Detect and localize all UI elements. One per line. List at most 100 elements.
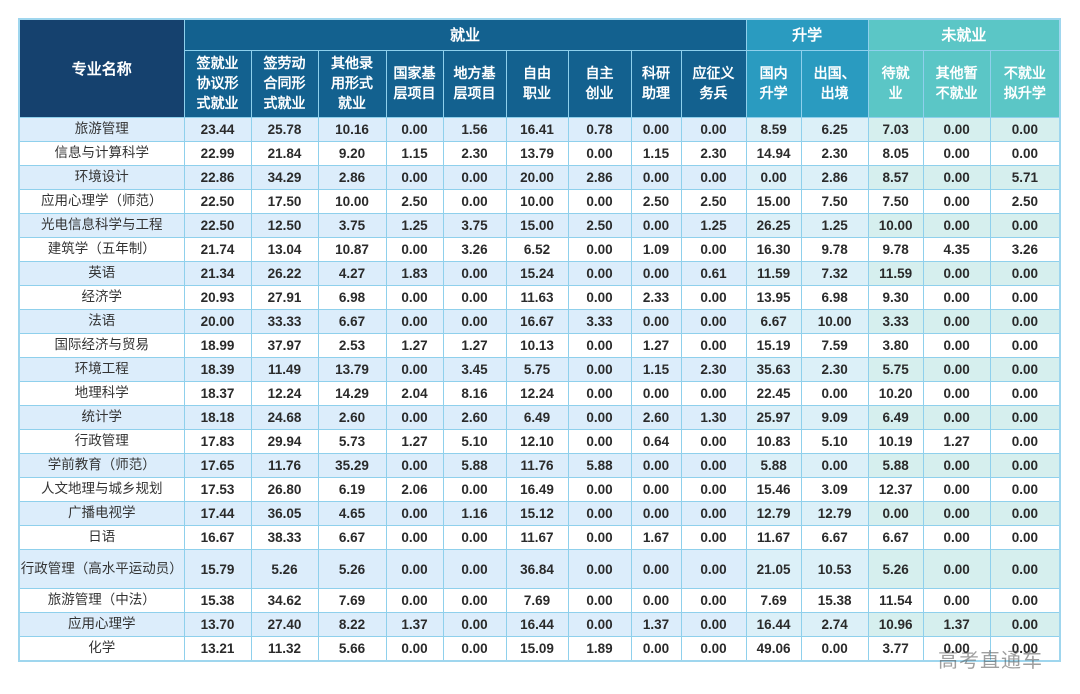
value-cell: 10.00 <box>800 309 869 334</box>
value-cell: 2.86 <box>800 165 869 190</box>
value-cell: 0.00 <box>630 501 682 526</box>
value-cell: 11.63 <box>505 285 569 310</box>
value-cell: 0.00 <box>630 381 682 406</box>
table-row: 行政管理 17.83 29.94 5.73 1.27 5.10 12.10 0.00 0.64 0… <box>18 429 1061 454</box>
value-cell: 11.76 <box>250 453 319 478</box>
value-cell: 5.75 <box>505 357 569 382</box>
value-cell: 3.45 <box>442 357 507 382</box>
value-cell: 6.98 <box>317 285 387 310</box>
value-cell: 16.49 <box>505 477 569 502</box>
value-cell: 13.79 <box>505 141 569 166</box>
value-cell: 0.00 <box>567 429 632 454</box>
column-header: 待就业 <box>867 50 924 118</box>
value-cell: 2.50 <box>385 189 444 214</box>
value-cell: 1.27 <box>630 333 682 358</box>
value-cell: 8.59 <box>745 117 802 142</box>
value-cell: 11.67 <box>505 525 569 550</box>
value-cell: 2.74 <box>800 612 869 637</box>
value-cell: 0.00 <box>385 501 444 526</box>
major-name-cell: 环境设计 <box>18 165 185 190</box>
value-cell: 7.59 <box>800 333 869 358</box>
value-cell: 16.30 <box>745 237 802 262</box>
value-cell: 0.00 <box>989 357 1061 382</box>
value-cell: 1.27 <box>922 429 991 454</box>
major-name-cell: 应用心理学（师范） <box>18 189 185 214</box>
value-cell: 0.00 <box>442 612 507 637</box>
value-cell: 0.00 <box>567 261 632 286</box>
table-row: 应用心理学 13.70 27.40 8.22 1.37 0.00 16.44 0.00 1.37… <box>18 612 1061 637</box>
value-cell: 0.00 <box>567 405 632 430</box>
value-cell: 26.80 <box>250 477 319 502</box>
value-cell: 22.45 <box>745 381 802 406</box>
value-cell: 2.04 <box>385 381 444 406</box>
value-cell: 17.44 <box>183 501 252 526</box>
value-cell: 37.97 <box>250 333 319 358</box>
value-cell: 8.22 <box>317 612 387 637</box>
value-cell: 10.16 <box>317 117 387 142</box>
value-cell: 22.99 <box>183 141 252 166</box>
value-cell: 0.00 <box>567 501 632 526</box>
group-header-unemployed: 未就业 <box>867 18 1061 51</box>
value-cell: 0.00 <box>922 525 991 550</box>
value-cell: 6.67 <box>867 525 924 550</box>
value-cell: 0.00 <box>922 381 991 406</box>
value-cell: 6.67 <box>317 309 387 334</box>
value-cell: 24.68 <box>250 405 319 430</box>
value-cell: 4.65 <box>317 501 387 526</box>
table-row: 地理科学 18.37 12.24 14.29 2.04 8.16 12.24 0.00 0.00… <box>18 381 1061 406</box>
value-cell: 0.00 <box>680 612 747 637</box>
employment-statistics-table: 专业名称 就业 升学 未就业 签就业 协议形 式就业 签劳动 合同形 式就业 其他录 用形… <box>18 18 1062 662</box>
value-cell: 0.00 <box>680 588 747 613</box>
value-cell: 9.78 <box>800 237 869 262</box>
value-cell: 5.26 <box>250 549 319 589</box>
value-cell: 0.00 <box>989 117 1061 142</box>
value-cell: 0.00 <box>680 549 747 589</box>
column-header: 国家基 层项目 <box>385 50 444 118</box>
value-cell: 0.00 <box>630 588 682 613</box>
value-cell: 0.78 <box>567 117 632 142</box>
major-name-cell: 经济学 <box>18 285 185 310</box>
value-cell: 21.34 <box>183 261 252 286</box>
major-name-cell: 光电信息科学与工程 <box>18 213 185 238</box>
value-cell: 26.25 <box>745 213 802 238</box>
value-cell: 15.09 <box>505 636 569 662</box>
value-cell: 11.59 <box>745 261 802 286</box>
value-cell: 16.41 <box>505 117 569 142</box>
value-cell: 21.05 <box>745 549 802 589</box>
major-name-cell: 信息与计算科学 <box>18 141 185 166</box>
value-cell: 0.00 <box>989 213 1061 238</box>
value-cell: 0.00 <box>567 333 632 358</box>
column-header: 应征义 务兵 <box>680 50 747 118</box>
value-cell: 9.09 <box>800 405 869 430</box>
value-cell: 5.10 <box>442 429 507 454</box>
value-cell: 10.00 <box>317 189 387 214</box>
value-cell: 15.38 <box>800 588 869 613</box>
value-cell: 5.88 <box>442 453 507 478</box>
value-cell: 13.95 <box>745 285 802 310</box>
value-cell: 18.37 <box>183 381 252 406</box>
value-cell: 7.69 <box>317 588 387 613</box>
table-row: 法语 20.00 33.33 6.67 0.00 0.00 16.67 3.33 0.00 0.0… <box>18 309 1061 334</box>
value-cell: 0.00 <box>922 285 991 310</box>
value-cell: 14.29 <box>317 381 387 406</box>
value-cell: 0.00 <box>922 309 991 334</box>
value-cell: 5.88 <box>867 453 924 478</box>
major-name-cell: 国际经济与贸易 <box>18 333 185 358</box>
value-cell: 12.10 <box>505 429 569 454</box>
value-cell: 0.00 <box>989 285 1061 310</box>
value-cell: 2.50 <box>567 213 632 238</box>
value-cell: 5.88 <box>567 453 632 478</box>
major-name-cell: 英语 <box>18 261 185 286</box>
value-cell: 11.49 <box>250 357 319 382</box>
value-cell: 0.00 <box>442 165 507 190</box>
value-cell: 13.70 <box>183 612 252 637</box>
value-cell: 11.32 <box>250 636 319 662</box>
value-cell: 2.60 <box>317 405 387 430</box>
value-cell: 1.27 <box>442 333 507 358</box>
value-cell: 12.50 <box>250 213 319 238</box>
value-cell: 35.63 <box>745 357 802 382</box>
value-cell: 0.00 <box>385 117 444 142</box>
value-cell: 1.27 <box>385 333 444 358</box>
value-cell: 0.00 <box>567 189 632 214</box>
value-cell: 2.06 <box>385 477 444 502</box>
